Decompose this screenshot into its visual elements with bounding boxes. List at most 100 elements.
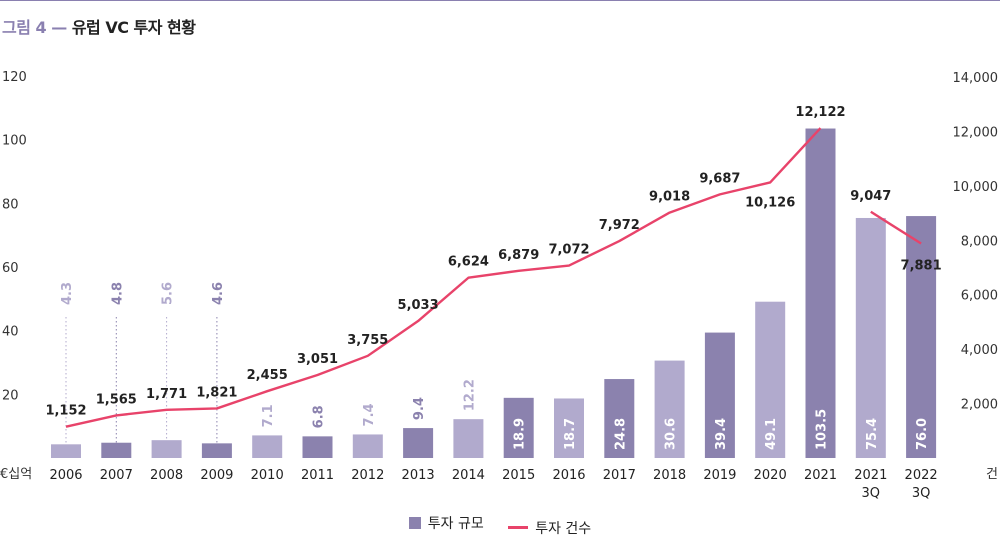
line-series <box>65 127 822 428</box>
left-axis-tick: 120 <box>2 70 27 85</box>
bar-value-label: 5.6 <box>161 282 176 305</box>
legend: 투자 규모 투자 건수 <box>0 513 1000 538</box>
figure-separator: — <box>51 18 67 37</box>
bar-value-label: 7.4 <box>362 403 377 426</box>
line-value-label: 2,455 <box>247 368 288 383</box>
line-value-label: 9,047 <box>850 189 891 204</box>
bar-value-label: 24.8 <box>613 418 628 450</box>
right-axis-unit: 건 <box>986 467 998 482</box>
right-axis-tick: 14,000 <box>953 71 999 86</box>
right-axis-tick: 2,000 <box>961 398 998 413</box>
bar <box>252 435 283 458</box>
bar-value-label: 18.7 <box>563 418 578 450</box>
category-label: 2012 <box>351 468 384 483</box>
bar <box>101 442 132 458</box>
bar <box>201 443 232 458</box>
line-value-label: 9,687 <box>699 171 740 186</box>
left-axis-tick: 60 <box>2 261 19 276</box>
top-rule <box>0 0 1000 1</box>
bar <box>805 128 836 458</box>
right-axis-tick: 8,000 <box>961 234 998 249</box>
category-label: 2015 <box>502 468 535 483</box>
bar <box>151 440 182 458</box>
category-label: 3Q <box>912 486 931 501</box>
category-label: 2020 <box>754 468 787 483</box>
category-label: 3Q <box>862 486 881 501</box>
bar-value-label: 76.0 <box>915 418 930 450</box>
bar <box>453 419 484 458</box>
bar <box>654 360 685 458</box>
line-value-label: 7,881 <box>901 259 942 274</box>
bar-value-label: 75.4 <box>865 418 880 450</box>
bar <box>855 217 886 458</box>
bar <box>403 428 434 458</box>
category-label: 2010 <box>251 468 284 483</box>
bar-value-label: 4.6 <box>211 282 226 305</box>
category-label: 2019 <box>703 468 736 483</box>
bar <box>503 397 534 458</box>
bar-value-label: 4.8 <box>110 282 125 305</box>
category-label: 2021 <box>854 468 887 483</box>
right-axis-tick: 6,000 <box>961 289 998 304</box>
bar <box>704 332 735 458</box>
category-label: 2016 <box>552 468 585 483</box>
line-value-label: 7,072 <box>548 243 589 258</box>
figure-title-text: 유럽 VC 투자 현황 <box>71 18 196 37</box>
bar-value-label: 9.4 <box>412 397 427 420</box>
line-value-label: 6,879 <box>498 248 539 263</box>
line-value-label: 1,152 <box>45 404 86 419</box>
figure-title: 그림 4 — 유럽 VC 투자 현황 <box>2 14 196 38</box>
left-axis-unit: €십억 <box>0 467 32 482</box>
left-axis-tick: 100 <box>2 134 27 149</box>
line-value-label: 1,771 <box>146 387 187 402</box>
category-label: 2009 <box>200 468 233 483</box>
right-axis-tick: 12,000 <box>953 125 999 140</box>
line-value-label: 7,972 <box>599 218 640 233</box>
bar-value-label: 49.1 <box>764 418 779 450</box>
category-label: 2021 <box>804 468 837 483</box>
bar <box>352 434 383 458</box>
legend-line-swatch <box>508 526 529 529</box>
left-axis-tick: 80 <box>2 197 19 212</box>
category-label: 2017 <box>603 468 636 483</box>
bar-value-label: 12.2 <box>462 379 477 411</box>
bar <box>755 301 786 458</box>
bar <box>51 444 81 458</box>
line-value-label: 9,018 <box>649 190 690 205</box>
line-value-label: 1,821 <box>196 385 237 400</box>
right-axis-tick: 10,000 <box>953 180 999 195</box>
line-value-label: 5,033 <box>398 298 439 313</box>
bar-value-label: 39.4 <box>714 418 729 450</box>
figure-number: 그림 4 <box>2 18 47 37</box>
legend-item-line: 투자 건수 <box>508 518 591 538</box>
bar-value-label: 6.8 <box>312 405 327 428</box>
bar-value-label: 18.9 <box>513 418 528 450</box>
category-label: 2022 <box>905 468 938 483</box>
legend-line-label: 투자 건수 <box>535 520 592 537</box>
line-value-label: 12,122 <box>795 105 845 120</box>
right-axis-tick: 4,000 <box>961 343 998 358</box>
bar <box>906 216 937 458</box>
category-label: 2018 <box>653 468 686 483</box>
legend-bar-label: 투자 규모 <box>427 516 484 532</box>
bar <box>302 436 333 458</box>
category-label: 2007 <box>100 468 133 483</box>
category-label: 2006 <box>49 468 82 483</box>
legend-item-bar: 투자 규모 <box>408 513 484 533</box>
bar <box>554 398 584 458</box>
line-value-label: 3,051 <box>297 352 338 367</box>
bar-value-label: 7.1 <box>261 404 276 427</box>
left-axis-tick: 40 <box>2 325 19 340</box>
bar <box>604 379 635 458</box>
bar-value-label: 103.5 <box>815 409 830 450</box>
bar-value-label: 4.3 <box>60 282 75 305</box>
line-series <box>870 210 922 245</box>
category-label: 2008 <box>150 468 183 483</box>
bar-value-label: 30.6 <box>664 418 679 450</box>
line-value-label: 3,755 <box>347 333 388 348</box>
category-label: 2014 <box>452 468 485 483</box>
line-value-label: 6,624 <box>448 255 489 270</box>
chart-area: 20 40 60 80 100 120 €십억 2,000 4,000 6,000 8,000 10,… <box>0 70 999 501</box>
category-label: 2011 <box>301 468 334 483</box>
legend-bar-swatch <box>408 517 421 529</box>
